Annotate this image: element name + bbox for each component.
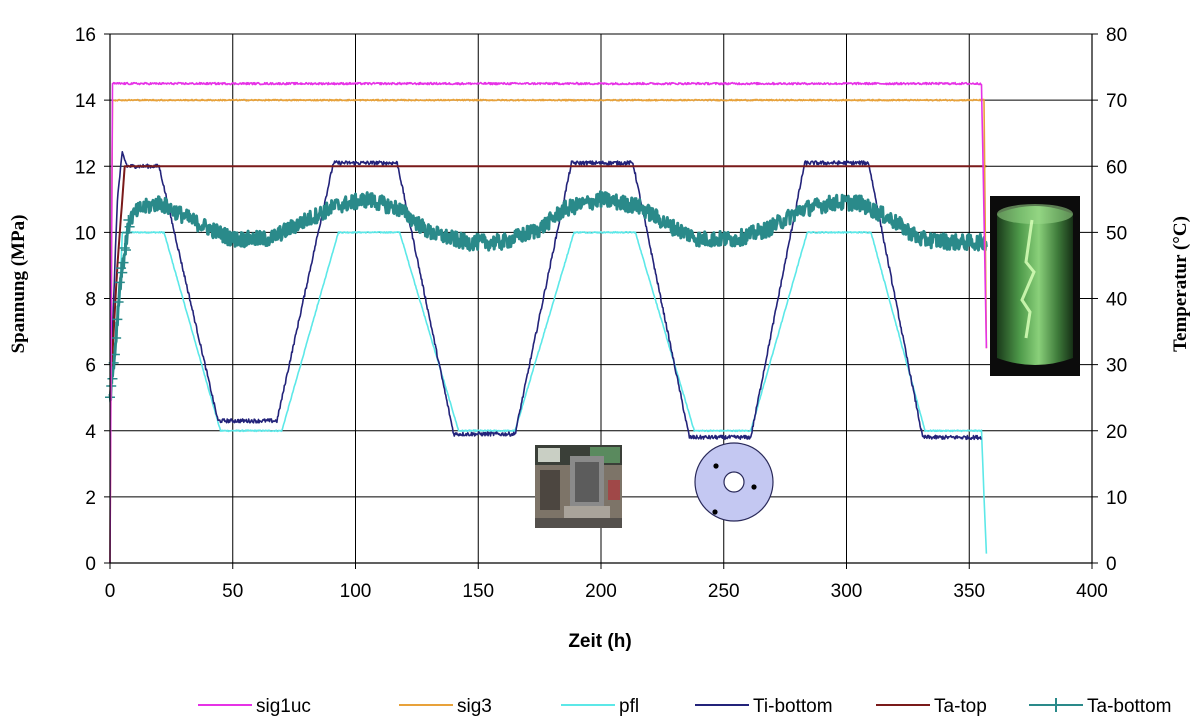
x-axis-title: Zeit (h) [568, 631, 631, 652]
series-marker [120, 245, 131, 256]
legend-item-Ta-top: Ta-top [876, 696, 987, 717]
legend-item-sig1uc: sig1uc [198, 696, 311, 717]
y-left-tick-label: 2 [85, 488, 96, 509]
x-tick-label: 300 [831, 581, 863, 602]
sample-core-photo [990, 196, 1080, 376]
axes [104, 33, 1098, 569]
x-tick-label: 250 [708, 581, 740, 602]
x-tick-label: 100 [340, 581, 372, 602]
x-tick-label: 50 [222, 581, 243, 602]
series-marker [122, 227, 133, 238]
sensor-layout-diagram [694, 442, 774, 522]
legend-label: sig3 [457, 696, 492, 717]
series-marker [113, 296, 124, 307]
y-left-tick-label: 14 [75, 91, 97, 112]
x-tick-label: 350 [953, 581, 985, 602]
series-marker [112, 314, 123, 325]
series-marker [107, 373, 118, 384]
y-left-tick-label: 6 [85, 356, 96, 377]
legend-label: pfl [619, 696, 639, 717]
y-right-tick-label: 10 [1106, 488, 1127, 509]
legend-item-sig3: sig3 [399, 696, 492, 717]
series-line-Ti-bottom [109, 151, 982, 441]
y-right-tick-label: 80 [1106, 25, 1127, 46]
x-tick-label: 200 [585, 581, 617, 602]
legend-label: Ta-bottom [1087, 696, 1171, 717]
legend: sig1uc sig3 pfl Ti-bottom Ta-top Ta-bottom [198, 696, 1171, 717]
legend-label: Ta-top [934, 696, 987, 717]
lab-equipment-photo [535, 445, 622, 528]
legend-item-pfl: pfl [561, 696, 639, 717]
series-marker [116, 263, 127, 274]
y-right-tick-label: 50 [1106, 223, 1127, 244]
y-right-tick-label: 20 [1106, 422, 1127, 443]
y-left-tick-label: 16 [75, 25, 96, 46]
y-left-tick-labels: 0 2 4 6 8 10 12 14 16 [75, 25, 97, 575]
legend-item-Ta-bottom: Ta-bottom [1029, 696, 1171, 717]
y-left-tick-label: 10 [75, 223, 96, 244]
legend-label: Ti-bottom [753, 696, 833, 717]
x-tick-label: 0 [105, 581, 116, 602]
y-right-tick-label: 60 [1106, 157, 1127, 178]
y-right-tick-label: 40 [1106, 290, 1127, 311]
series-line-sig1uc [109, 81, 988, 564]
y-right-tick-label: 70 [1106, 91, 1127, 112]
y-right-tick-label: 0 [1106, 554, 1117, 575]
series-marker [118, 257, 129, 268]
series-line-Ta-top [109, 165, 987, 398]
y-left-axis-title: Spannung (MPa) [8, 215, 29, 354]
legend-item-Ti-bottom: Ti-bottom [695, 696, 833, 717]
y-left-tick-label: 0 [85, 554, 96, 575]
x-tick-label: 150 [462, 581, 494, 602]
series-marker [111, 332, 122, 343]
y-right-tick-label: 30 [1106, 356, 1127, 377]
legend-label: sig1uc [256, 696, 311, 717]
series-line-sig3 [109, 98, 988, 564]
series-marker [114, 277, 125, 288]
series-marker [119, 242, 130, 253]
y-left-tick-label: 8 [85, 290, 96, 311]
y-right-axis-title: Temperatur (°C) [1170, 216, 1191, 352]
series-marker [123, 215, 134, 226]
series-line-pfl [109, 230, 988, 554]
series-line-Ta-bottom [108, 190, 988, 402]
y-right-tick-labels: 0 10 20 30 40 50 60 70 80 [1106, 25, 1127, 575]
x-tick-label: 400 [1076, 581, 1108, 602]
series-marker [124, 221, 135, 232]
legend-marker [1050, 698, 1062, 712]
y-left-tick-label: 12 [75, 157, 96, 178]
x-tick-labels: 0 50 100 150 200 250 300 350 400 [105, 581, 1108, 602]
series-marker [117, 267, 128, 278]
y-left-tick-label: 4 [85, 422, 96, 443]
